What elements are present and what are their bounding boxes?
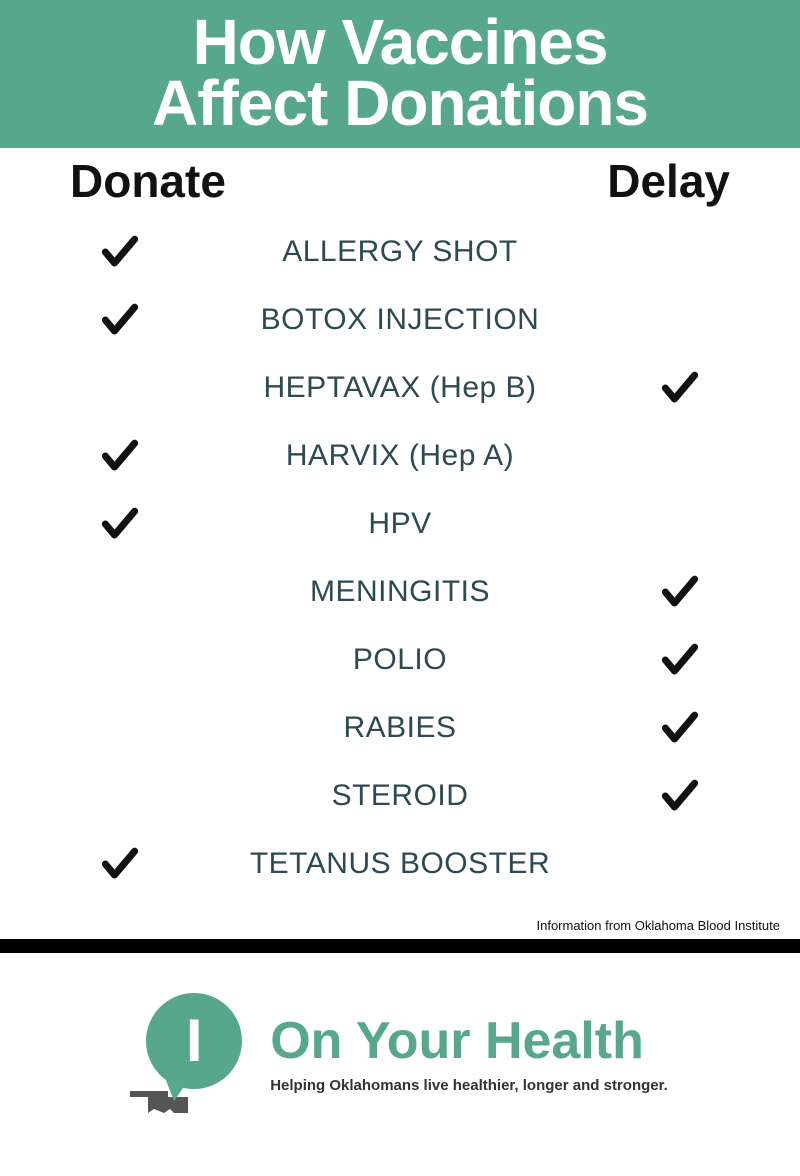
vaccine-name: RABIES (180, 711, 620, 745)
check-icon (658, 774, 702, 818)
donate-cell (60, 842, 180, 886)
check-icon (98, 502, 142, 546)
delay-cell (620, 706, 740, 750)
vaccine-name: MENINGITIS (180, 575, 620, 609)
delay-cell (620, 366, 740, 410)
check-icon (98, 298, 142, 342)
check-icon (98, 434, 142, 478)
vaccine-name: HPV (180, 507, 620, 541)
brand-logo: I (132, 993, 252, 1113)
vaccine-name: POLIO (180, 643, 620, 677)
table-row: STEROID (60, 762, 740, 830)
brand-title: On Your Health (270, 1011, 668, 1071)
donate-cell (60, 434, 180, 478)
table-row: HPV (60, 490, 740, 558)
check-icon (658, 366, 702, 410)
table-row: BOTOX INJECTION (60, 286, 740, 354)
bubble-letter: I (186, 1006, 203, 1075)
table-row: ALLERGY SHOT (60, 218, 740, 286)
vaccine-name: STEROID (180, 779, 620, 813)
speech-bubble-tail (164, 1075, 192, 1101)
check-icon (98, 230, 142, 274)
vaccine-name: HARVIX (Hep A) (180, 439, 620, 473)
page-title: How Vaccines Affect Donations (0, 12, 800, 134)
check-icon (98, 842, 142, 886)
brand-tagline: Helping Oklahomans live healthier, longe… (270, 1077, 668, 1094)
delay-column-label: Delay (607, 154, 730, 208)
header-banner: How Vaccines Affect Donations (0, 0, 800, 148)
donate-cell (60, 502, 180, 546)
vaccine-name: BOTOX INJECTION (180, 303, 620, 337)
vaccine-name: HEPTAVAX (Hep B) (180, 371, 620, 405)
donate-column-label: Donate (70, 154, 226, 208)
delay-cell (620, 774, 740, 818)
delay-cell (620, 638, 740, 682)
column-headers: Donate Delay (0, 148, 800, 218)
brand-text-block: On Your Health Helping Oklahomans live h… (270, 1011, 668, 1094)
delay-cell (620, 570, 740, 614)
table-row: POLIO (60, 626, 740, 694)
check-icon (658, 638, 702, 682)
section-divider (0, 939, 800, 953)
table-row: TETANUS BOOSTER (60, 830, 740, 898)
check-icon (658, 570, 702, 614)
donate-cell (60, 230, 180, 274)
table-row: HARVIX (Hep A) (60, 422, 740, 490)
source-credit: Information from Oklahoma Blood Institut… (0, 898, 800, 939)
donate-cell (60, 298, 180, 342)
table-row: RABIES (60, 694, 740, 762)
title-line2: Affect Donations (152, 67, 648, 139)
check-icon (658, 706, 702, 750)
footer: I On Your Health Helping Oklahomans live… (0, 953, 800, 1113)
table-row: MENINGITIS (60, 558, 740, 626)
vaccine-table: ALLERGY SHOT BOTOX INJECTION HEPTAVAX (Hep… (0, 218, 800, 898)
table-row: HEPTAVAX (Hep B) (60, 354, 740, 422)
vaccine-name: TETANUS BOOSTER (180, 847, 620, 881)
speech-bubble-icon: I (146, 993, 242, 1089)
vaccine-name: ALLERGY SHOT (180, 235, 620, 269)
